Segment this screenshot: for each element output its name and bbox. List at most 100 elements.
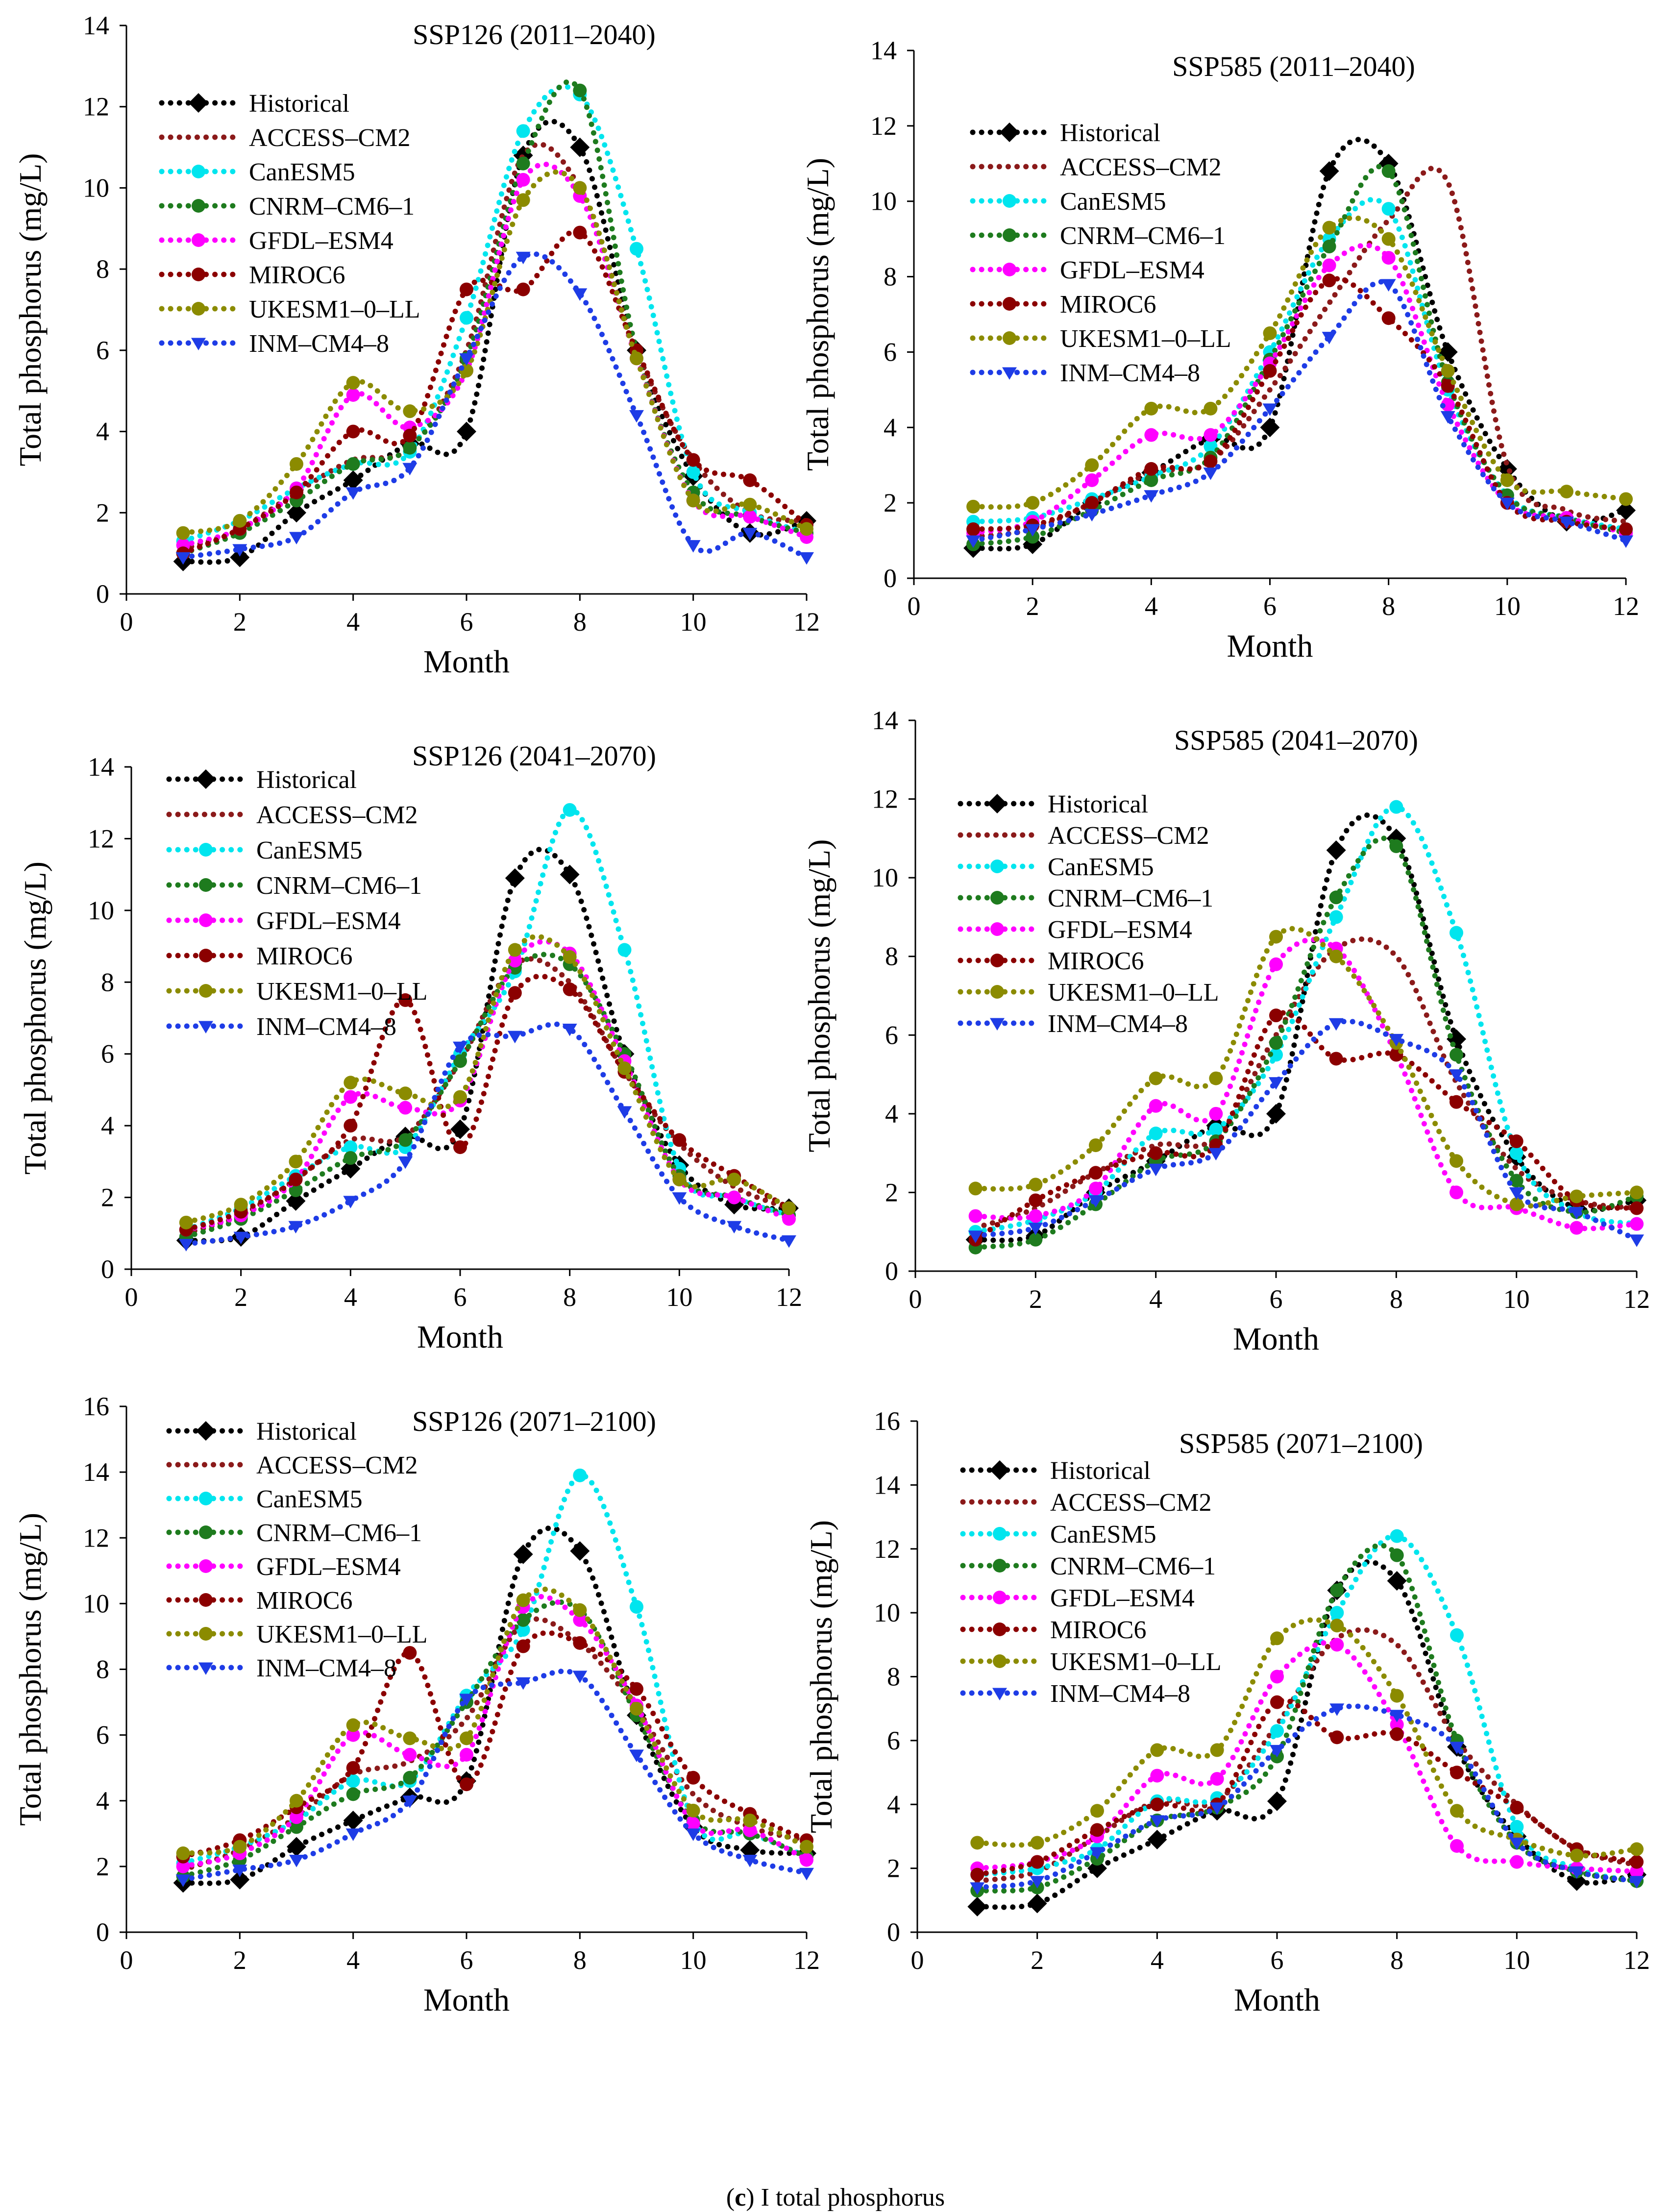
data-point bbox=[516, 282, 530, 296]
x-tick-label: 0 bbox=[120, 607, 133, 637]
x-tick-label: 4 bbox=[1145, 591, 1158, 621]
legend-item-canesm5: CanESM5 bbox=[958, 853, 1154, 881]
data-point bbox=[1149, 1099, 1163, 1113]
data-point bbox=[516, 193, 530, 207]
data-point bbox=[1441, 398, 1455, 412]
data-point bbox=[1440, 411, 1455, 424]
legend-marker bbox=[1000, 123, 1019, 142]
data-point bbox=[1381, 251, 1396, 265]
data-point bbox=[1149, 1146, 1163, 1160]
chart-panel-ssp585-2011-2040: 0 2 4 6 8 10 12 0 2 4 6 8 10 12 14 Month Total phosphoru… bbox=[800, 36, 1639, 664]
data-point bbox=[516, 1677, 531, 1690]
data-point bbox=[1026, 530, 1040, 544]
data-point bbox=[1389, 1033, 1404, 1047]
legend-item-access-cm2: ACCESS–CM2 bbox=[159, 124, 410, 152]
data-point bbox=[1329, 1703, 1345, 1716]
data-point bbox=[398, 1101, 413, 1115]
data-point bbox=[1150, 1743, 1164, 1757]
x-tick-label: 2 bbox=[1026, 591, 1039, 621]
x-tick-label: 12 bbox=[776, 1282, 802, 1312]
legend-marker bbox=[199, 1492, 213, 1505]
legend-item-miroc6: MIROC6 bbox=[166, 1587, 352, 1615]
legend-item-miroc6: MIROC6 bbox=[958, 947, 1144, 975]
data-point bbox=[1630, 1217, 1644, 1231]
data-point bbox=[686, 540, 701, 553]
legend: Historical ACCESS–CM2 CanESM5 CNRM–CM6–1 GFD… bbox=[970, 119, 1231, 387]
data-point bbox=[343, 1810, 363, 1830]
data-point bbox=[346, 1787, 360, 1801]
data-point bbox=[346, 457, 360, 471]
legend-item-canesm5: CanESM5 bbox=[970, 188, 1166, 216]
legend-item-cnrm-cm6-1: CNRM–CM6–1 bbox=[159, 193, 415, 221]
data-point bbox=[1390, 1689, 1404, 1703]
y-tick-label: 10 bbox=[83, 173, 109, 202]
data-point bbox=[1619, 522, 1633, 536]
legend-item-historical: Historical bbox=[166, 766, 357, 794]
x-tick-label: 0 bbox=[911, 1945, 924, 1975]
data-point bbox=[1389, 800, 1403, 814]
legend-item-cnrm-cm6-1: CNRM–CM6–1 bbox=[166, 872, 422, 900]
y-tick-label: 14 bbox=[870, 36, 897, 65]
y-axis-label: Total phosphorus (mg/L) bbox=[13, 1513, 48, 1826]
data-point bbox=[1390, 1548, 1404, 1562]
data-point bbox=[1150, 1815, 1165, 1828]
data-point bbox=[450, 1119, 470, 1139]
y-tick-label: 0 bbox=[884, 564, 897, 593]
data-point bbox=[1263, 364, 1277, 378]
data-point bbox=[1144, 401, 1158, 416]
series-cnrm-cm6-1 bbox=[968, 836, 1644, 1254]
x-tick-label: 0 bbox=[125, 1282, 138, 1312]
data-point bbox=[1570, 1221, 1584, 1235]
legend-item-historical: Historical bbox=[970, 119, 1160, 147]
data-point bbox=[175, 1874, 191, 1887]
y-tick-label: 4 bbox=[96, 1786, 109, 1816]
data-point bbox=[1210, 1772, 1224, 1786]
data-point bbox=[403, 428, 417, 442]
data-point bbox=[1269, 957, 1283, 971]
data-point bbox=[630, 351, 643, 366]
data-point bbox=[560, 864, 580, 885]
x-tick-label: 0 bbox=[908, 591, 921, 621]
data-point bbox=[1330, 1583, 1344, 1598]
legend-label: GFDL–ESM4 bbox=[256, 1553, 401, 1581]
x-tick-label: 6 bbox=[460, 1945, 473, 1975]
legend-item-inm-cm4-8: INM–CM4–8 bbox=[958, 1010, 1188, 1038]
y-tick-label: 0 bbox=[885, 1256, 898, 1286]
data-point bbox=[453, 1140, 467, 1155]
legend-item-ukesm1-0-ll: UKESM1–0–LL bbox=[970, 325, 1231, 353]
data-point bbox=[460, 311, 473, 325]
legend-item-access-cm2: ACCESS–CM2 bbox=[166, 1451, 418, 1479]
data-point bbox=[630, 242, 643, 256]
data-point bbox=[344, 1151, 358, 1165]
legend-label: Historical bbox=[256, 1418, 357, 1446]
data-point bbox=[230, 547, 250, 567]
x-tick-label: 6 bbox=[460, 607, 473, 637]
data-point bbox=[742, 1854, 758, 1868]
x-tick-label: 8 bbox=[1390, 1284, 1403, 1314]
series-inm-cm4-8 bbox=[970, 1703, 1644, 1895]
data-point bbox=[290, 1794, 303, 1808]
legend-item-ukesm1-0-ll: UKESM1–0–LL bbox=[159, 295, 420, 323]
data-point bbox=[232, 544, 247, 557]
data-point bbox=[1269, 1048, 1283, 1062]
legend-label: UKESM1–0–LL bbox=[256, 1621, 428, 1648]
data-point bbox=[1209, 1106, 1223, 1121]
data-point bbox=[1449, 1069, 1464, 1082]
data-point bbox=[686, 1817, 700, 1831]
data-point bbox=[1329, 949, 1343, 963]
data-point bbox=[1029, 1193, 1043, 1207]
data-point bbox=[968, 1209, 983, 1223]
legend-marker bbox=[1003, 194, 1016, 208]
y-tick-label: 4 bbox=[885, 1099, 898, 1129]
data-point bbox=[743, 1823, 757, 1838]
data-point bbox=[563, 803, 577, 817]
legend: Historical ACCESS–CM2 CanESM5 CNRM–CM6–1 GFD… bbox=[958, 790, 1219, 1038]
x-tick-label: 2 bbox=[234, 1282, 247, 1312]
legend-label: ACCESS–CM2 bbox=[1060, 153, 1221, 181]
series-inm-cm4-8 bbox=[968, 1018, 1644, 1247]
data-point bbox=[1030, 1836, 1044, 1850]
x-tick-label: 6 bbox=[1270, 1284, 1283, 1314]
legend: Historical ACCESS–CM2 CanESM5 CNRM–CM6–1 GFD… bbox=[166, 1418, 428, 1682]
data-point bbox=[1381, 311, 1396, 325]
data-point bbox=[1150, 1769, 1164, 1783]
